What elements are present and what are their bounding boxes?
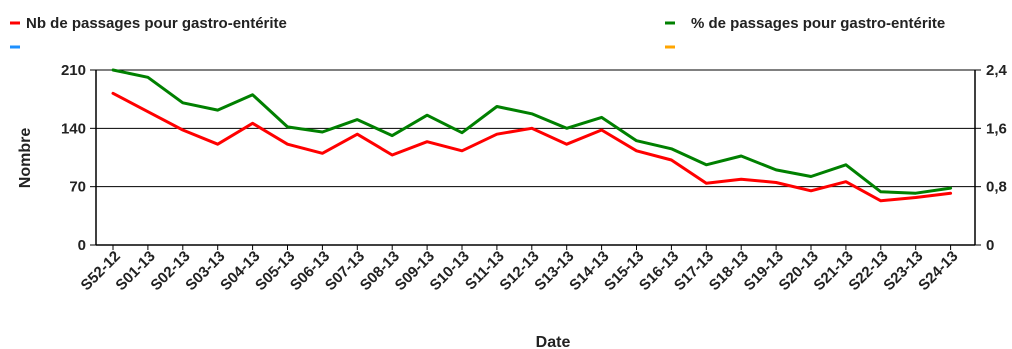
series-line-0 (111, 91, 953, 203)
y-tick-label: 210 (61, 62, 86, 79)
y2-tick-label: 0 (986, 237, 994, 254)
legend-entry-count: Nb de passages pour gastro-entérite (10, 15, 287, 32)
axes (90, 69, 981, 250)
y-tick-label: 140 (61, 120, 86, 137)
series-line-1 (111, 68, 953, 195)
y-tick-label: 70 (69, 179, 86, 196)
legend: Nb de passages pour gastro-entérite % de… (10, 15, 945, 49)
y2-tick-label: 1,6 (986, 120, 1007, 137)
y2-tick-label: 2,4 (986, 62, 1008, 79)
y-axis-title: Nombre (17, 128, 34, 189)
x-tick-label: S24-13 (915, 248, 961, 294)
y2-tick-labels: 0 0,8 1,6 2,4 (986, 62, 1008, 254)
y2-tick-label: 0,8 (986, 179, 1007, 196)
legend-label-percent: % de passages pour gastro-entérite (691, 15, 945, 32)
series-lines (111, 68, 953, 203)
gridlines (96, 69, 975, 188)
x-axis-title: Date (536, 334, 571, 349)
y-tick-label: 0 (78, 237, 86, 254)
legend-label-count: Nb de passages pour gastro-entérite (26, 15, 287, 32)
x-tick-label: S10-13 (427, 248, 473, 294)
x-tick-labels: S52-12S01-13S02-13S03-13S04-13S05-13S06-… (78, 248, 962, 294)
legend-entry-percent: % de passages pour gastro-entérite (665, 15, 945, 32)
y-tick-labels: 0 70 140 210 (61, 62, 86, 254)
